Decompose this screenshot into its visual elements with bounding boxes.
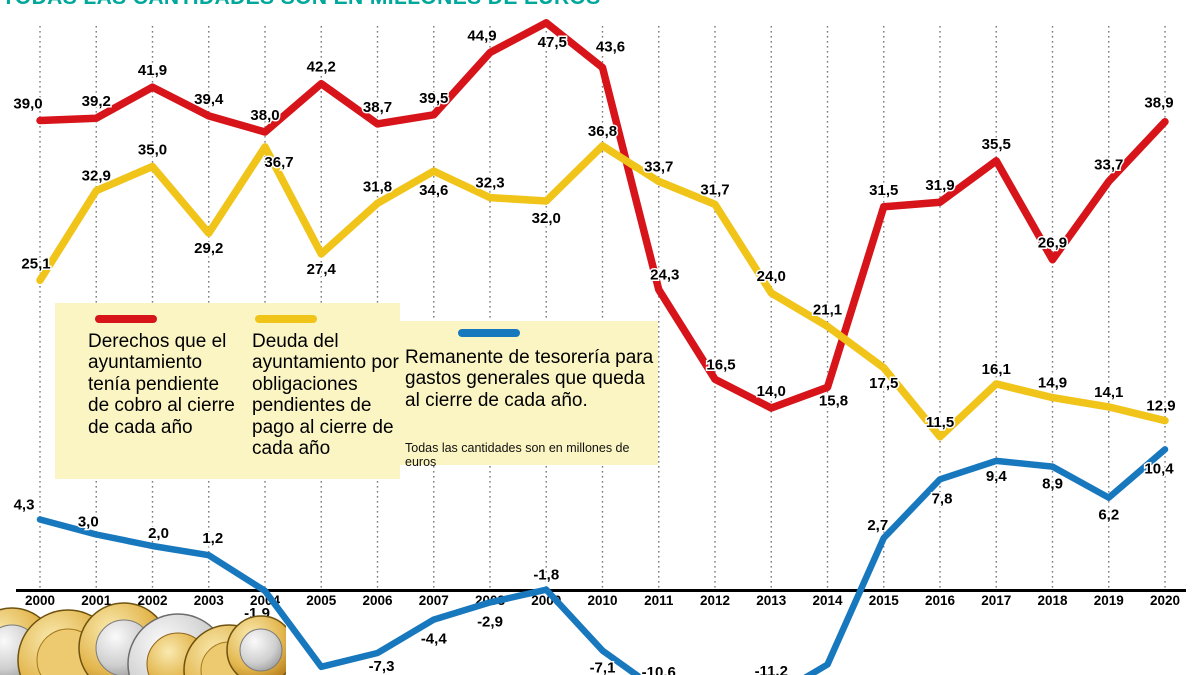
x-axis-label: 2002	[137, 593, 167, 608]
data-label: 12,9	[1146, 398, 1175, 415]
data-label: 2,7	[867, 517, 888, 534]
data-label: 36,8	[588, 123, 617, 140]
data-label: 21,1	[813, 301, 842, 318]
data-label: 3,0	[78, 514, 99, 531]
data-label: 24,0	[757, 268, 786, 285]
data-label: 27,4	[307, 261, 337, 278]
data-label: 16,5	[706, 356, 735, 373]
data-label: 38,0	[250, 107, 279, 124]
data-label: 32,9	[82, 168, 111, 185]
data-label: 7,8	[932, 490, 953, 507]
data-label: 44,9	[467, 28, 496, 45]
x-axis-label: 2007	[419, 593, 449, 608]
data-label: 35,0	[138, 142, 167, 159]
data-label: 42,2	[307, 59, 336, 76]
x-axis-label: 2003	[194, 593, 225, 608]
legend-panel	[55, 303, 400, 479]
data-label: 14,9	[1038, 375, 1067, 392]
chart-header-title: TODAS LAS CANTIDADES SON EN MILLONES DE …	[2, 0, 601, 10]
data-label: 9,4	[986, 468, 1008, 485]
x-axis-labels: 2000 2001 2002 2003 2004 2005 2006 2007 2008 2009…	[25, 593, 1180, 608]
x-axis-label: 2010	[587, 593, 617, 608]
x-axis-label: 2012	[700, 593, 730, 608]
data-label: 31,9	[925, 177, 954, 194]
x-axis-label: 2005	[306, 593, 337, 608]
data-label: 31,8	[363, 178, 392, 195]
data-label: 31,7	[700, 181, 729, 198]
data-label: 11,5	[926, 414, 954, 431]
x-axis-label: 2014	[812, 593, 843, 608]
data-label: 10,4	[1144, 460, 1174, 477]
data-label: 17,5	[869, 375, 898, 392]
x-axis-label: 2020	[1150, 593, 1180, 608]
data-label: -7,1	[590, 660, 616, 675]
data-label: -11,2	[755, 663, 788, 675]
data-label: -1,8	[533, 567, 559, 584]
data-label: 8,9	[1042, 476, 1063, 493]
x-axis-label: 2015	[869, 593, 900, 608]
data-label: 38,9	[1144, 95, 1173, 112]
data-label: 14,1	[1094, 384, 1123, 401]
coin	[226, 615, 286, 675]
data-label: 47,5	[538, 34, 567, 51]
data-label: 16,1	[982, 361, 1011, 378]
data-label: 32,0	[532, 210, 561, 227]
series-labels-derechos: 39,0 39,2 41,9 39,4 38,0 42,2 38,7 39,5 44,9 47,5…	[12, 26, 1175, 411]
data-label: 36,7	[264, 154, 293, 171]
data-label: 6,2	[1098, 507, 1119, 524]
euro-coins-photo	[0, 602, 286, 675]
data-label: -2,9	[477, 613, 503, 630]
series-line-derechos	[36, 19, 1169, 412]
data-label: 39,2	[82, 93, 111, 110]
series-labels-deuda: 25,1 32,9 35,0 29,2 36,7 27,4 31,8 34,6 32,3 32,0…	[20, 121, 1177, 432]
data-label: 33,7	[644, 158, 673, 175]
x-axis-label: 2011	[644, 593, 674, 608]
data-label: 39,4	[194, 91, 224, 108]
series-labels-remanente: 4,33,02,0 1,2-1,9-7,3-4,4-2,9-1,8-7,1 -10,…	[12, 459, 1176, 675]
data-label: 39,5	[419, 90, 448, 107]
x-axis-label: 2013	[756, 593, 787, 608]
x-axis-label: 2017	[981, 593, 1011, 608]
data-label: 33,7	[1094, 156, 1123, 173]
data-label: 1,2	[202, 530, 223, 547]
data-label: 35,5	[982, 136, 1011, 153]
x-axis-label: 2019	[1094, 593, 1124, 608]
legend-panel	[400, 321, 658, 465]
data-label: 39,0	[13, 96, 42, 113]
data-label: 15,8	[819, 392, 848, 409]
data-label: 2,0	[148, 525, 169, 542]
data-label: 34,6	[419, 182, 448, 199]
data-label: 14,0	[757, 383, 786, 400]
x-axis-label: 2000	[25, 593, 55, 608]
series-line-deuda	[36, 142, 1169, 441]
x-axis-label: 2001	[81, 593, 112, 608]
x-axis-label: 2018	[1037, 593, 1068, 608]
data-label: 32,3	[475, 175, 504, 192]
data-label: 29,2	[194, 240, 223, 257]
series-line-remanente	[36, 446, 1169, 675]
data-label: 38,7	[363, 99, 392, 116]
data-label: 25,1	[21, 255, 50, 272]
x-axis-label: 2016	[925, 593, 956, 608]
data-label: 24,3	[650, 267, 679, 284]
data-label: 31,5	[869, 182, 898, 199]
data-label: -7,3	[369, 658, 395, 675]
data-label: 26,9	[1038, 235, 1067, 252]
data-label: -4,4	[421, 631, 448, 648]
data-label: 43,6	[596, 39, 625, 56]
data-label: 4,3	[14, 497, 35, 514]
data-label: -10,6	[642, 664, 676, 675]
x-axis-label: 2006	[362, 593, 393, 608]
data-label: 41,9	[138, 62, 167, 79]
